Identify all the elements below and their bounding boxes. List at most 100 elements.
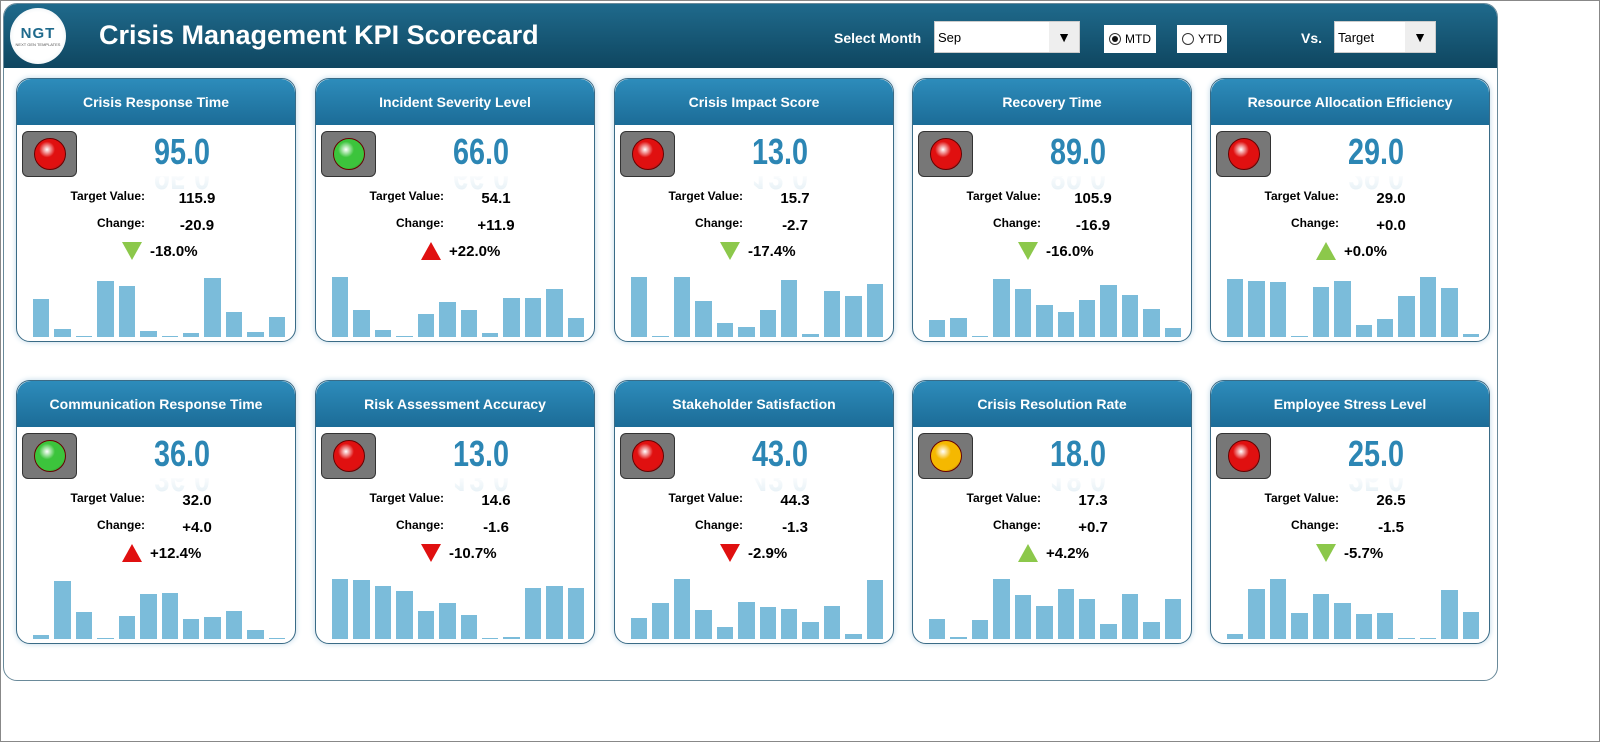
- trend-bar: [652, 335, 669, 337]
- month-dropdown[interactable]: Sep ▼: [934, 21, 1080, 53]
- trend-bar: [118, 616, 136, 639]
- trend-bar: [54, 328, 71, 337]
- target-value: 17.3: [1078, 492, 1108, 509]
- status-light-icon: [620, 131, 675, 177]
- target-label: Target Value:: [668, 491, 743, 505]
- percent-text: -18.0%: [150, 242, 198, 260]
- target-label: Target Value:: [70, 189, 145, 203]
- status-light-icon: [22, 131, 77, 177]
- target-label: Target Value:: [70, 491, 145, 505]
- trend-bar: [1462, 612, 1480, 639]
- percent-text: +12.4%: [150, 544, 202, 562]
- change-label: Change:: [97, 518, 145, 532]
- status-bulb: [929, 440, 962, 472]
- trend-bar: [524, 588, 542, 639]
- change-value: -16.9: [1075, 217, 1111, 234]
- page-title: Crisis Management KPI Scorecard: [99, 20, 539, 50]
- target-label: Target Value:: [966, 491, 1041, 505]
- target-label: Target Value:: [369, 189, 444, 203]
- trend-bar: [54, 581, 71, 639]
- trend-bar: [396, 335, 413, 337]
- trend-bar: [950, 636, 967, 639]
- trend-bar: [503, 297, 520, 337]
- kpi-title: Stakeholder Satisfaction: [615, 381, 893, 427]
- status-light-icon: [321, 131, 376, 177]
- month-value: Sep: [938, 30, 962, 45]
- trend-bar: [1143, 622, 1160, 639]
- trend-bar: [1014, 289, 1032, 337]
- trend-bar: [1164, 327, 1182, 337]
- kpi-card: Crisis Response Time 95.0 95.0 Target Va…: [16, 78, 296, 342]
- trend-bar: [1164, 598, 1182, 639]
- trend-bar-chart: [929, 577, 1182, 639]
- change-label: Change:: [396, 216, 444, 230]
- trend-bar: [1398, 637, 1415, 639]
- trend-bar: [802, 622, 819, 639]
- chevron-down-icon[interactable]: ▼: [1405, 22, 1435, 52]
- trend-bar: [353, 310, 370, 337]
- trend-bar: [1462, 333, 1480, 337]
- vs-label: Vs.: [1301, 30, 1323, 46]
- kpi-card: Employee Stress Level 25.0 25.0 Target V…: [1210, 380, 1490, 644]
- radio-empty-icon: [1182, 33, 1194, 45]
- change-value: -1.3: [782, 519, 808, 536]
- target-value: 26.5: [1376, 492, 1406, 509]
- trend-bar: [247, 629, 264, 639]
- change-value: -1.6: [483, 519, 509, 536]
- triangle-up-icon: [1018, 544, 1038, 562]
- ytd-radio[interactable]: YTD: [1177, 25, 1227, 53]
- logo-text: NGT: [20, 25, 56, 42]
- trend-bar: [673, 277, 691, 337]
- kpi-value: 13.0: [751, 131, 809, 172]
- vs-dropdown[interactable]: Target ▼: [1334, 21, 1436, 53]
- triangle-down-icon: [1018, 242, 1038, 260]
- trend-bar: [1312, 287, 1330, 337]
- trend-bar: [332, 579, 349, 639]
- trend-bar: [417, 611, 435, 639]
- kpi-title: Communication Response Time: [17, 381, 295, 427]
- trend-bar: [631, 618, 648, 639]
- kpi-title: Resource Allocation Efficiency: [1211, 79, 1489, 125]
- kpi-card: Stakeholder Satisfaction 43.0 43.0 Targe…: [614, 380, 894, 644]
- trend-bar: [204, 617, 221, 639]
- trend-bar: [1014, 594, 1032, 639]
- trend-bar: [268, 637, 286, 639]
- mtd-radio[interactable]: MTD: [1104, 25, 1156, 53]
- status-bulb: [929, 138, 962, 170]
- change-label: Change:: [993, 216, 1041, 230]
- trend-bar: [481, 637, 499, 639]
- trend-bar: [182, 619, 200, 639]
- trend-bar: [140, 593, 157, 639]
- target-label: Target Value:: [668, 189, 743, 203]
- trend-bar: [631, 277, 648, 337]
- kpi-title: Crisis Resolution Rate: [913, 381, 1191, 427]
- percent-text: -16.0%: [1046, 242, 1094, 260]
- trend-bar: [695, 610, 712, 639]
- dashboard: NGT NEXT GEN TEMPLATES Crisis Management …: [3, 3, 1498, 681]
- change-percent: -10.7%: [421, 544, 497, 562]
- kpi-value: 18.0: [1049, 433, 1107, 474]
- trend-bar: [1269, 282, 1287, 337]
- trend-bar: [1334, 281, 1351, 337]
- trend-bar: [1419, 277, 1437, 337]
- status-light-icon: [918, 131, 973, 177]
- kpi-title: Employee Stress Level: [1211, 381, 1489, 427]
- trend-bar: [97, 637, 114, 639]
- trend-bar: [866, 580, 884, 639]
- status-bulb: [332, 138, 365, 170]
- target-value: 105.9: [1074, 190, 1112, 207]
- trend-bar: [1100, 623, 1117, 639]
- trend-bar: [950, 318, 967, 337]
- status-bulb: [1227, 440, 1260, 472]
- chevron-down-icon[interactable]: ▼: [1049, 22, 1079, 52]
- target-value: 14.6: [481, 492, 511, 509]
- change-percent: -2.9%: [720, 544, 787, 562]
- kpi-value: 25.0: [1347, 433, 1405, 474]
- change-percent: +12.4%: [122, 544, 201, 562]
- trend-bar: [417, 314, 435, 337]
- trend-bar: [1121, 593, 1139, 639]
- trend-bar: [161, 335, 178, 337]
- change-value: +0.0: [1376, 217, 1406, 234]
- trend-bar: [225, 312, 243, 337]
- trend-bar: [780, 280, 798, 337]
